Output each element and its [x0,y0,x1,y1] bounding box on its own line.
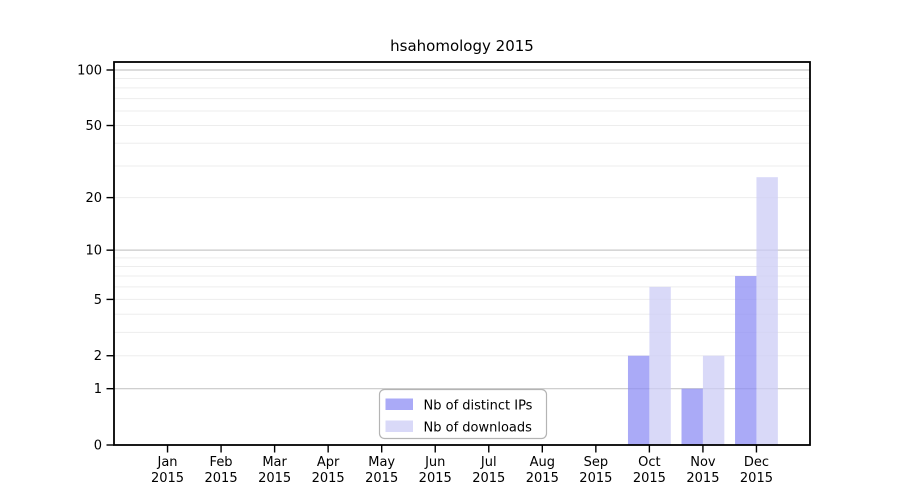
x-axis: Jan2015Feb2015Mar2015Apr2015May2015Jun20… [151,445,773,486]
x-tick-label-month: Dec [744,455,769,470]
legend-swatch-distinct-ips [385,398,413,410]
bars [627,177,778,445]
y-tick-label: 20 [85,191,102,206]
x-tick-label-month: Feb [210,455,233,470]
x-tick-label-year: 2015 [633,471,666,486]
x-tick-label-year: 2015 [740,471,773,486]
x-tick-label-month: Oct [638,455,660,470]
x-tick-label-month: Sep [584,455,609,470]
legend-label: Nb of distinct IPs [424,399,533,414]
x-tick-label-year: 2015 [312,471,345,486]
legend-swatch-downloads [385,420,413,432]
gridlines [114,69,810,390]
x-tick-label-month: Jan [157,455,178,470]
bar-downloads-oct [649,286,671,445]
y-axis: 0 1 2 5 10 20 50 100 [77,64,114,454]
y-tick-label: 100 [77,64,102,79]
legend-box [378,388,548,440]
bar-distinct-ips-nov [681,388,703,445]
bar-distinct-ips-oct [627,355,650,445]
x-tick-label-year: 2015 [151,471,184,486]
x-tick-label-year: 2015 [205,471,238,486]
x-tick-label-month: Jul [480,455,497,470]
bar-distinct-ips-dec [735,276,757,445]
x-tick-label-month: Apr [317,455,340,470]
legend: Nb of distinct IPs Nb of downloads [378,388,548,440]
plot-border [113,61,811,446]
chart-title: hsahomology 2015 [390,37,534,55]
x-tick-label-month: Nov [690,455,716,470]
legend-label: Nb of downloads [424,421,533,436]
x-tick-label-month: May [368,455,395,470]
x-tick-label-year: 2015 [579,471,612,486]
x-tick-label-month: Aug [530,455,555,470]
y-tick-label: 2 [94,349,102,364]
x-tick-label-year: 2015 [365,471,398,486]
x-tick-label-year: 2015 [472,471,505,486]
x-tick-label-year: 2015 [258,471,291,486]
bar-downloads-nov [702,355,725,445]
x-tick-label-month: Jun [424,455,445,470]
y-tick-label: 1 [94,382,102,397]
y-tick-label: 5 [94,293,102,308]
y-tick-label: 10 [85,244,102,259]
x-tick-label-year: 2015 [686,471,719,486]
x-tick-label-month: Mar [262,455,287,470]
x-tick-label-year: 2015 [419,471,452,486]
y-tick-label: 50 [85,119,102,134]
bar-downloads-dec [756,177,778,445]
x-tick-label-year: 2015 [526,471,559,486]
y-tick-label: 0 [94,439,102,454]
